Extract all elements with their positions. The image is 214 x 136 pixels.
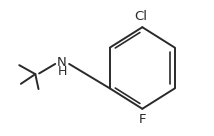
Text: Cl: Cl [135,10,148,23]
Text: F: F [138,113,146,126]
Text: H: H [57,65,67,78]
Text: N: N [57,56,67,69]
